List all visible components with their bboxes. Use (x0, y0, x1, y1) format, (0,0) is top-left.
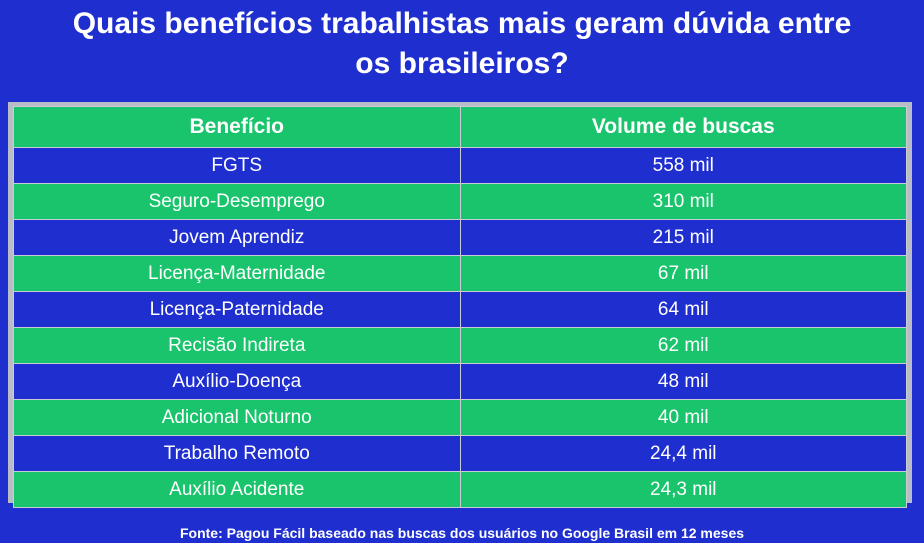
cell-volume: 67 mil (459, 255, 907, 292)
cell-volume: 24,3 mil (459, 471, 907, 508)
cell-beneficio: Adicional Noturno (13, 399, 461, 436)
table-row: Licença-Maternidade 67 mil (13, 255, 907, 292)
cell-volume: 48 mil (459, 363, 907, 400)
table-body: FGTS 558 mil Seguro-Desemprego 310 mil Jovem… (13, 147, 907, 508)
cell-volume: 62 mil (459, 327, 907, 364)
cell-volume: 64 mil (459, 291, 907, 328)
table-row: Jovem Aprendiz 215 mil (13, 219, 907, 256)
cell-beneficio: Jovem Aprendiz (13, 219, 461, 256)
table-row: Licença-Paternidade 64 mil (13, 291, 907, 328)
header-beneficio: Benefício (13, 106, 461, 148)
cell-beneficio: Licença-Maternidade (13, 255, 461, 292)
table-row: Adicional Noturno 40 mil (13, 399, 907, 436)
table-row: Auxílio-Doença 48 mil (13, 363, 907, 400)
cell-beneficio: Auxílio Acidente (13, 471, 461, 508)
cell-beneficio: FGTS (13, 147, 461, 184)
source-note: Fonte: Pagou Fácil baseado nas buscas do… (179, 525, 745, 541)
table-header-row: Benefício Volume de buscas (13, 106, 907, 148)
cell-beneficio: Licença-Paternidade (13, 291, 461, 328)
cell-volume: 40 mil (459, 399, 907, 436)
table-row: Trabalho Remoto 24,4 mil (13, 435, 907, 472)
header-volume: Volume de buscas (459, 106, 907, 148)
cell-volume: 215 mil (459, 219, 907, 256)
cell-volume: 24,4 mil (459, 435, 907, 472)
page-title: Quais benefícios trabalhistas mais geram… (0, 4, 924, 84)
cell-beneficio: Auxílio-Doença (13, 363, 461, 400)
cell-beneficio: Trabalho Remoto (13, 435, 461, 472)
cell-beneficio: Recisão Indireta (13, 327, 461, 364)
title-line-2: os brasileiros? (355, 47, 569, 80)
cell-volume: 558 mil (459, 147, 907, 184)
table-row: Seguro-Desemprego 310 mil (13, 183, 907, 220)
table-row: FGTS 558 mil (13, 147, 907, 184)
benefits-table: Benefício Volume de buscas FGTS 558 mil Se… (13, 106, 907, 508)
table-row: Recisão Indireta 62 mil (13, 327, 907, 364)
title-line-1: Quais benefícios trabalhistas mais geram… (72, 7, 852, 40)
table-frame: Benefício Volume de buscas FGTS 558 mil Se… (8, 102, 912, 508)
table-row: Auxílio Acidente 24,3 mil (13, 471, 907, 508)
cell-volume: 310 mil (459, 183, 907, 220)
cell-beneficio: Seguro-Desemprego (13, 183, 461, 220)
